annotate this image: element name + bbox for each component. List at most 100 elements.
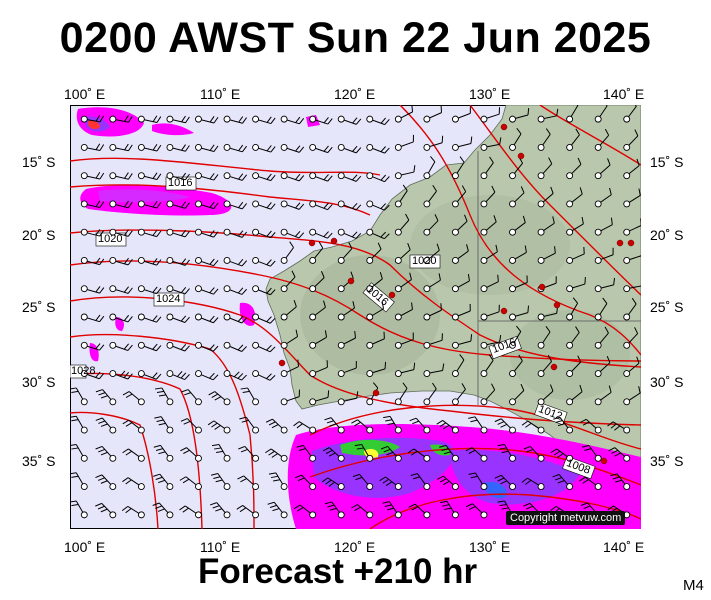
wind-barb [352, 473, 374, 491]
lat-label-right: 35˚ S [650, 453, 684, 469]
wind-barb [566, 277, 586, 293]
wind-barb [537, 186, 554, 208]
wind-barb [95, 389, 117, 406]
lat-label-left: 15˚ S [22, 154, 56, 170]
wind-barb [581, 444, 602, 462]
wind-barb [423, 243, 440, 264]
wind-barb [468, 472, 488, 491]
wind-barb [394, 184, 408, 208]
wind-barb [337, 242, 353, 264]
wind-barb [382, 501, 402, 519]
lat-label-right: 15˚ S [650, 154, 684, 170]
wind-barb [166, 341, 190, 352]
wind-barb [607, 421, 631, 434]
wind-barb [195, 200, 219, 210]
model-label: M4 [683, 577, 704, 594]
wind-barb [322, 447, 345, 462]
wind-barb [166, 200, 190, 209]
isobar-label: 1016 [168, 177, 193, 189]
forecast-label: Forecast +210 hr [198, 552, 478, 591]
wind-barb [309, 115, 333, 125]
wind-barb [494, 418, 516, 434]
wind-barb [509, 325, 522, 349]
wind-barb [410, 473, 431, 491]
wind-barb [394, 382, 408, 406]
wind-barb [537, 157, 553, 180]
wind-barb [451, 185, 467, 208]
wind-barb [480, 304, 500, 321]
wind-barb [451, 156, 465, 180]
isobar-label-boxes [70, 176, 596, 480]
wind-barb [423, 135, 444, 151]
isobar-label: 1020 [98, 233, 123, 245]
wind-barb [337, 330, 356, 349]
wind-barb [337, 228, 362, 239]
wind-barb [337, 271, 354, 293]
wind-barb [280, 359, 300, 377]
wind-barb [623, 188, 641, 208]
lat-label-left: 20˚ S [22, 227, 56, 243]
wind-barb [509, 275, 528, 293]
wind-barb [80, 114, 105, 123]
wind-barb [293, 504, 317, 519]
wind-barb [480, 156, 494, 180]
weather-map [70, 105, 641, 529]
wind-barb [337, 391, 359, 406]
lon-label-bottom: 130˚ E [469, 539, 511, 555]
wind-barb [552, 474, 574, 491]
wind-barb [537, 355, 553, 377]
wind-barb [623, 158, 640, 180]
wind-barb [137, 115, 162, 123]
wind-barb [451, 303, 471, 321]
wind-barb [337, 200, 362, 211]
wind-barb [366, 200, 390, 211]
wind-barb [208, 391, 231, 406]
wind-barb [436, 420, 459, 434]
wind-barb [321, 477, 345, 491]
wind-barb [166, 115, 190, 124]
wind-barb [252, 200, 276, 210]
wind-barb [109, 341, 133, 351]
wind-barb [195, 341, 219, 352]
wind-barb [109, 370, 133, 380]
wind-barb [324, 501, 345, 519]
wind-barb [537, 108, 559, 123]
lon-label-bottom: 120˚ E [334, 539, 376, 555]
wind-barb [394, 302, 413, 321]
wind-barb [366, 143, 390, 154]
wind-barb [423, 273, 441, 293]
wind-barb [223, 228, 248, 238]
wind-barb [309, 270, 325, 293]
wind-barb [451, 273, 470, 293]
wind-barb [252, 257, 276, 267]
wind-barb [309, 200, 333, 211]
wind-barb [436, 475, 459, 491]
wind-barb [137, 143, 162, 152]
wind-barb [594, 297, 608, 321]
wind-barb [521, 477, 545, 491]
wind-barb [153, 473, 174, 491]
wind-barb [212, 443, 231, 462]
wind-barb [137, 228, 162, 238]
wind-barb [408, 503, 431, 519]
wind-barb [480, 185, 496, 208]
wind-barb [553, 416, 574, 434]
wind-barb [509, 186, 525, 208]
wind-barb [195, 115, 219, 124]
wind-barb [480, 137, 502, 151]
wind-barb [70, 387, 88, 406]
wind-barb [337, 301, 355, 321]
wind-barb [265, 418, 288, 434]
wind-barb [166, 143, 190, 152]
wind-barb [240, 387, 260, 406]
wind-barb [465, 503, 488, 519]
wind-barb [394, 243, 411, 264]
wind-barb [509, 127, 522, 151]
wind-barb [423, 156, 436, 180]
wind-barb [383, 415, 402, 434]
wind-barb [351, 419, 374, 434]
lon-label-top: 110˚ E [200, 86, 241, 102]
wind-barb [109, 143, 133, 152]
lat-label-right: 25˚ S [650, 299, 684, 315]
wind-barb [195, 285, 219, 295]
